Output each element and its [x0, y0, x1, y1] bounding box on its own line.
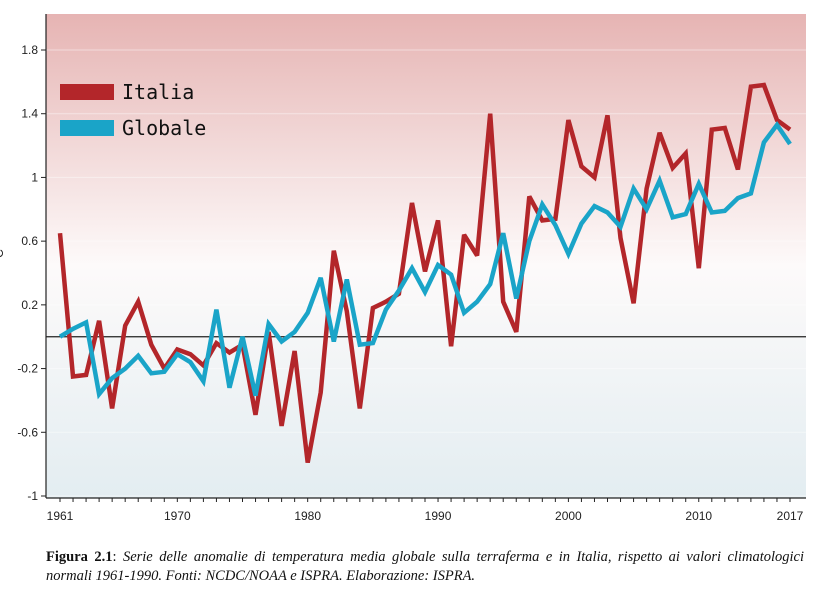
x-tick-label: 1961 [47, 509, 74, 523]
caption-label: Figura 2.1 [46, 549, 113, 565]
legend-label-globale: Globale [122, 116, 206, 140]
y-tick-label: 0.2 [21, 298, 38, 312]
x-tick-label: 2000 [555, 509, 582, 523]
y-tick-label: -1 [27, 489, 38, 503]
y-tick-label: -0.2 [17, 362, 38, 376]
y-tick-label: -0.6 [17, 425, 38, 439]
line-chart: 1.8 1.4 1 0.6 0.2 -0.2 -0.6 -1 1961 1970 1980 1990 2… [0, 14, 806, 523]
axes: 1.8 1.4 1 0.6 0.2 -0.2 -0.6 -1 1961 1970 1980 1990 2… [17, 14, 806, 523]
figure-caption: Figura 2.1: Serie delle anomalie di temp… [46, 549, 805, 584]
legend-swatch-globale [60, 120, 114, 136]
x-tick-label: 1990 [425, 509, 452, 523]
y-axis-label: °C [0, 249, 6, 263]
x-tick-label: 1970 [164, 509, 191, 523]
y-tick-label: 1 [31, 170, 38, 184]
y-gridlines [46, 49, 806, 497]
legend: Italia Globale [60, 80, 206, 140]
y-tick-label: 0.6 [21, 234, 38, 248]
legend-label-italia: Italia [122, 80, 194, 104]
x-tick-label: 1980 [294, 509, 321, 523]
x-tick-label: 2017 [777, 509, 804, 523]
series-line-italia [57, 82, 792, 464]
caption-text: Serie delle anomalie di temperatura medi… [46, 549, 805, 584]
x-tick-label: 2010 [685, 509, 712, 523]
legend-swatch-italia [60, 84, 114, 100]
y-tick-label: 1.8 [21, 43, 38, 57]
series-lines [57, 82, 792, 464]
series-line-globale [58, 121, 792, 400]
plot-background [46, 14, 806, 498]
y-tick-label: 1.4 [21, 107, 38, 121]
